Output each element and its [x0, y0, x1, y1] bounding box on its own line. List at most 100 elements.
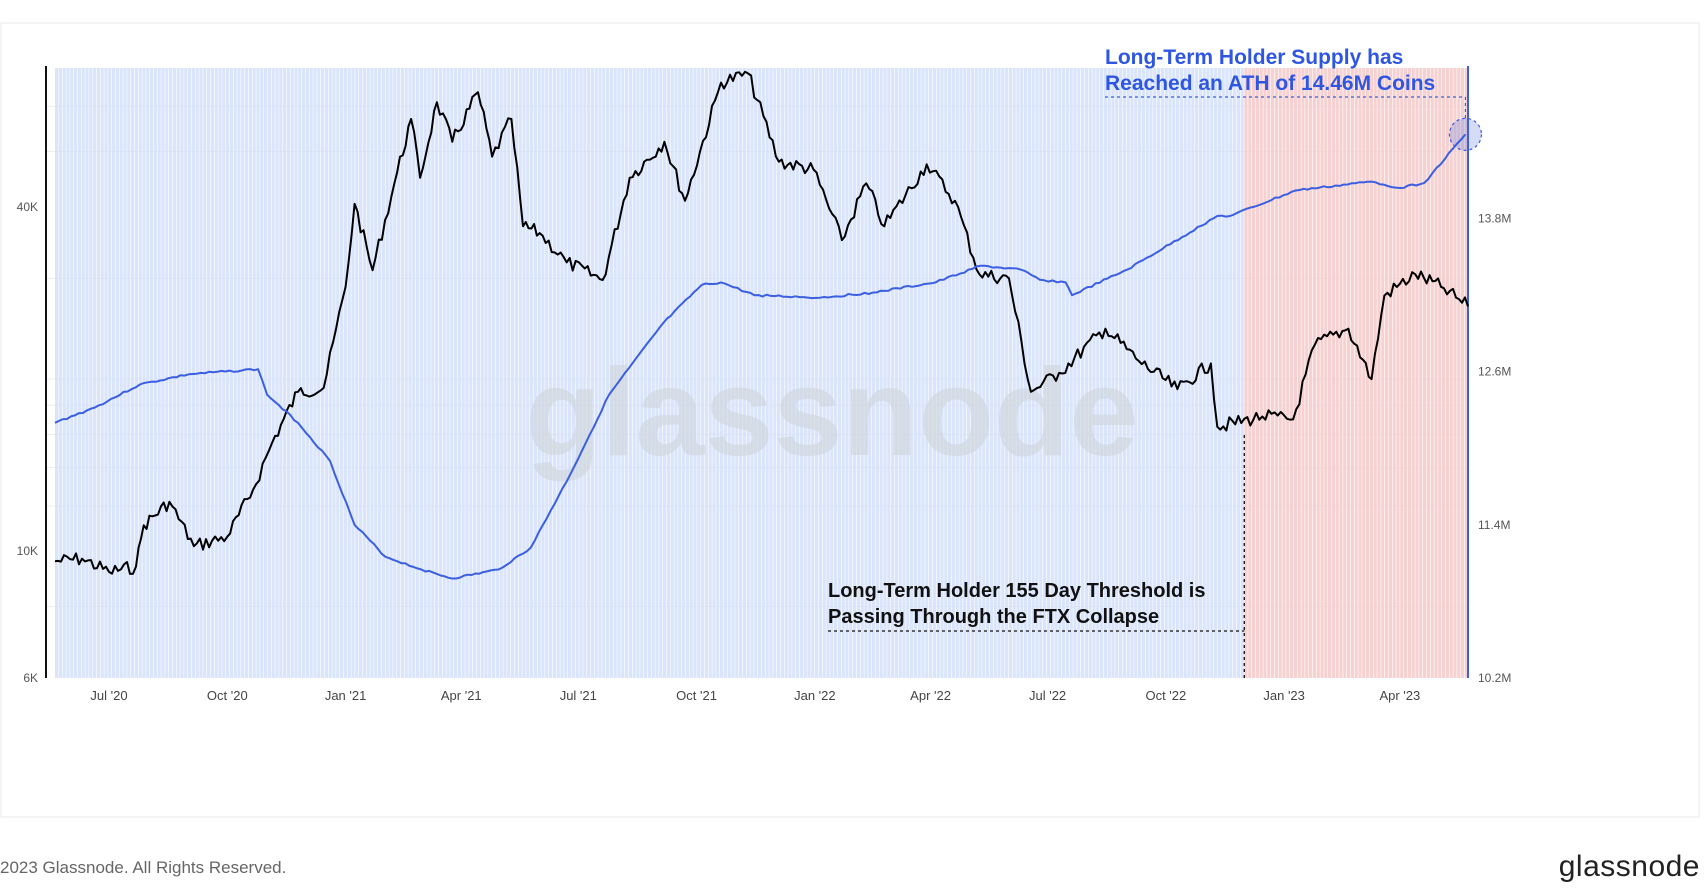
long-term-bar: [245, 68, 249, 678]
long-term-bar: [837, 68, 841, 678]
long-term-bar: [400, 68, 404, 678]
long-term-bar: [716, 68, 720, 678]
long-term-bar: [803, 68, 807, 678]
long-term-bar: [294, 68, 298, 678]
long-term-bar: [343, 68, 347, 678]
long-term-bar: [967, 68, 971, 678]
long-term-bar: [1138, 68, 1142, 678]
long-term-bar: [853, 68, 857, 678]
long-term-bar: [131, 68, 135, 678]
long-term-bar: [1145, 68, 1149, 678]
long-term-bar: [332, 68, 336, 678]
long-term-bar: [450, 68, 454, 678]
x-tick-label: Jul '22: [1029, 688, 1066, 703]
long-term-bar: [929, 68, 933, 678]
long-term-bar: [609, 68, 613, 678]
long-term-bar: [556, 68, 560, 678]
long-term-bar: [537, 68, 541, 678]
long-term-bar: [142, 68, 146, 678]
long-term-bar: [849, 68, 853, 678]
long-term-bar: [435, 68, 439, 678]
long-term-bar: [1016, 68, 1020, 678]
long-term-bar: [872, 68, 876, 678]
long-term-bar: [1081, 68, 1085, 678]
long-term-bar: [727, 68, 731, 678]
long-term-bar: [1065, 68, 1069, 678]
short-term-bar: [1282, 68, 1286, 678]
long-term-bar: [640, 68, 644, 678]
long-term-bar: [693, 68, 697, 678]
long-term-bar: [480, 68, 484, 678]
x-tick-label: Oct '22: [1145, 688, 1186, 703]
long-term-bar: [754, 68, 758, 678]
long-term-bar: [1149, 68, 1153, 678]
long-term-bar: [758, 68, 762, 678]
long-term-bar: [682, 68, 686, 678]
annotations: Long-Term Holder Supply has Reached an AT…: [828, 46, 1483, 678]
long-term-bar: [1172, 68, 1176, 678]
long-term-bar: [150, 68, 154, 678]
footer-logo: glassnode: [1558, 850, 1700, 883]
ath-annotation-text: Reached an ATH of 14.46M Coins: [1105, 72, 1435, 95]
long-term-bar: [298, 68, 302, 678]
long-term-bar: [689, 68, 693, 678]
long-term-bar: [594, 68, 598, 678]
long-term-bar: [309, 68, 313, 678]
long-term-bar: [229, 68, 233, 678]
long-term-bar: [419, 68, 423, 678]
long-term-bar: [864, 68, 868, 678]
short-term-bar: [1423, 68, 1427, 678]
short-term-bar: [1309, 68, 1313, 678]
long-term-bar: [701, 68, 705, 678]
y-right-tick-label: 10.2M: [1478, 671, 1511, 685]
long-term-bar: [237, 68, 241, 678]
long-term-bar: [1027, 68, 1031, 678]
watermark: glassnode: [525, 344, 1138, 482]
long-term-bar: [932, 68, 936, 678]
long-term-bar: [58, 68, 62, 678]
long-term-bar: [1107, 68, 1111, 678]
long-term-bar: [412, 68, 416, 678]
y-left-tick-label: 6K: [23, 671, 38, 685]
long-term-bar: [659, 68, 663, 678]
long-term-bar: [115, 68, 119, 678]
long-term-bar: [431, 68, 435, 678]
long-term-bar: [708, 68, 712, 678]
short-term-bar: [1324, 68, 1328, 678]
long-term-bar: [260, 68, 264, 678]
short-term-bar: [1449, 68, 1453, 678]
long-term-bar: [970, 68, 974, 678]
short-term-bar: [1278, 68, 1282, 678]
long-term-bar: [822, 68, 826, 678]
long-term-bar: [1157, 68, 1161, 678]
long-term-bar: [1126, 68, 1130, 678]
short-term-bar: [1248, 68, 1252, 678]
long-term-bar: [552, 68, 556, 678]
y-right-tick-label: 13.8M: [1478, 212, 1511, 226]
long-term-bar: [366, 68, 370, 678]
long-term-bar: [96, 68, 100, 678]
short-term-bar: [1377, 68, 1381, 678]
long-term-bar: [739, 68, 743, 678]
long-term-bar: [271, 68, 275, 678]
long-term-bar: [1164, 68, 1168, 678]
long-term-bar: [750, 68, 754, 678]
long-term-bar: [1217, 68, 1221, 678]
long-term-bar: [1005, 68, 1009, 678]
long-term-bar: [476, 68, 480, 678]
long-term-bar: [651, 68, 655, 678]
long-term-bar: [385, 68, 389, 678]
long-term-bar: [93, 68, 97, 678]
long-term-bar: [317, 68, 321, 678]
long-term-bar: [1225, 68, 1229, 678]
long-term-bar: [283, 68, 287, 678]
long-term-bar: [628, 68, 632, 678]
long-term-bar: [256, 68, 260, 678]
short-term-bar: [1335, 68, 1339, 678]
long-term-bar: [921, 68, 925, 678]
x-tick-label: Jan '22: [794, 688, 836, 703]
long-term-bar: [1141, 68, 1145, 678]
x-tick-label: Jul '21: [560, 688, 597, 703]
long-term-bar: [655, 68, 659, 678]
long-term-bar: [1130, 68, 1134, 678]
